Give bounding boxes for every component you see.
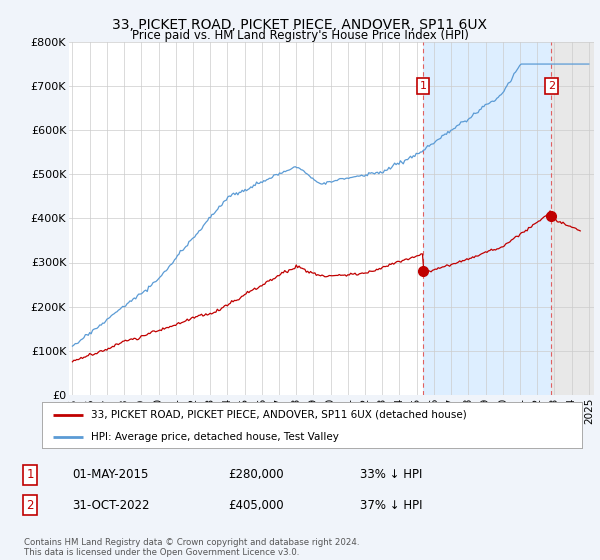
Text: 33, PICKET ROAD, PICKET PIECE, ANDOVER, SP11 6UX: 33, PICKET ROAD, PICKET PIECE, ANDOVER, … — [113, 18, 487, 32]
Bar — [423, 42, 551, 395]
Text: 31-OCT-2022: 31-OCT-2022 — [72, 498, 149, 512]
Text: Price paid vs. HM Land Registry's House Price Index (HPI): Price paid vs. HM Land Registry's House … — [131, 29, 469, 42]
Text: Contains HM Land Registry data © Crown copyright and database right 2024.
This d: Contains HM Land Registry data © Crown c… — [24, 538, 359, 557]
Text: 33, PICKET ROAD, PICKET PIECE, ANDOVER, SP11 6UX (detached house): 33, PICKET ROAD, PICKET PIECE, ANDOVER, … — [91, 410, 466, 420]
Text: 33% ↓ HPI: 33% ↓ HPI — [360, 468, 422, 482]
Text: 2: 2 — [26, 498, 34, 512]
Text: HPI: Average price, detached house, Test Valley: HPI: Average price, detached house, Test… — [91, 432, 338, 441]
Text: 37% ↓ HPI: 37% ↓ HPI — [360, 498, 422, 512]
Text: £405,000: £405,000 — [228, 498, 284, 512]
Text: 01-MAY-2015: 01-MAY-2015 — [72, 468, 148, 482]
Text: £280,000: £280,000 — [228, 468, 284, 482]
Text: 1: 1 — [419, 81, 427, 91]
Text: 1: 1 — [26, 468, 34, 482]
Text: 2: 2 — [548, 81, 555, 91]
Bar — [551, 42, 594, 395]
